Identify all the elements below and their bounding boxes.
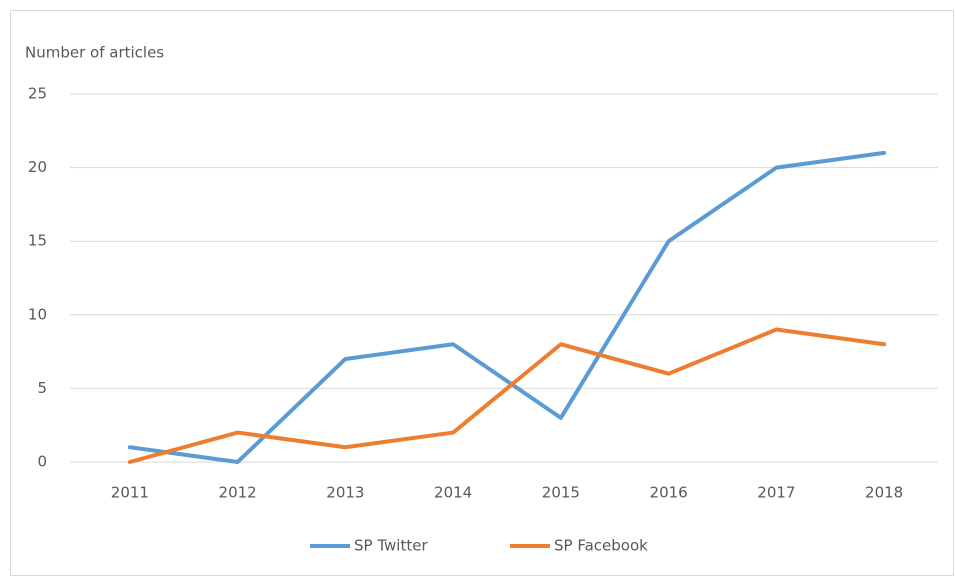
- x-tick-label: 2013: [326, 484, 364, 502]
- y-tick-label: 5: [37, 379, 47, 397]
- x-tick-label: 2011: [111, 484, 149, 502]
- y-tick-label: 20: [28, 158, 47, 176]
- y-tick-label: 0: [37, 453, 47, 471]
- x-tick-label: 2014: [434, 484, 472, 502]
- legend-label: SP Twitter: [354, 537, 428, 555]
- x-tick-label: 2017: [757, 484, 795, 502]
- y-tick-label: 10: [28, 305, 47, 323]
- series-line: [127, 150, 887, 464]
- series-line: [127, 327, 887, 464]
- x-tick-label: 2012: [219, 484, 257, 502]
- y-tick-label: 25: [28, 85, 47, 103]
- x-tick-label: 2016: [650, 484, 688, 502]
- y-axis-label: Number of articles: [25, 44, 164, 62]
- x-tick-label: 2018: [865, 484, 903, 502]
- x-tick-label: 2015: [542, 484, 580, 502]
- chart-frame: [10, 10, 954, 576]
- legend-label: SP Facebook: [554, 537, 648, 555]
- y-tick-label: 15: [28, 232, 47, 250]
